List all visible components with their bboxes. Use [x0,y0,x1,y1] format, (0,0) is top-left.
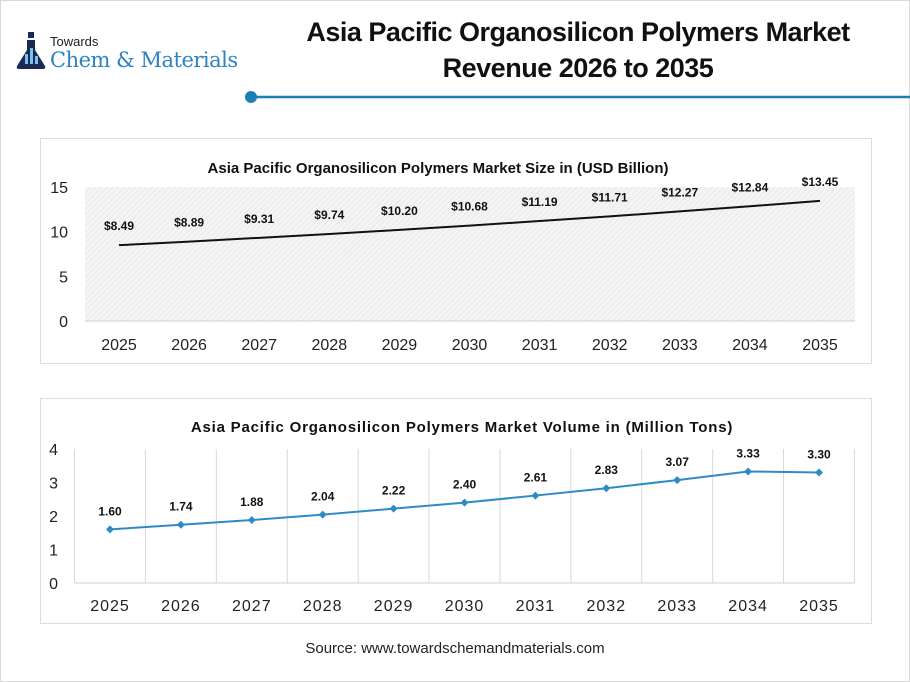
chart1-y-tick-label: 15 [50,180,68,197]
chart2-y-tick-label: 4 [49,442,58,459]
chart1-x-tick-label: 2032 [592,337,628,354]
chart1-y-tick-label: 10 [50,225,68,242]
flask-icon [16,32,46,69]
chart1-data-label: $11.19 [522,195,558,209]
chart1-data-label: $10.68 [451,200,488,214]
chart1-x-tick-label: 2027 [241,337,277,354]
chart2-x-tick-label: 2028 [303,598,343,615]
chart1-data-label: $11.71 [592,190,628,204]
chart2-data-point [531,491,540,500]
chart2-data-label: 2.61 [524,471,548,485]
chart2-x-tick-label: 2025 [90,598,130,615]
chart1-y-tick-label: 5 [59,269,68,286]
chart1-x-tick-label: 2025 [101,337,137,354]
chart1-x-tick-label: 2035 [802,337,838,354]
chart2-data-point [602,484,611,493]
source-text: Source: www.towardschemandmaterials.com [305,640,605,657]
chart1-data-label: $9.74 [314,208,344,222]
chart1-x-tick-label: 2030 [452,337,488,354]
chart2-y-tick-label: 0 [49,576,58,593]
chart2-data-label: 2.04 [311,490,335,504]
chart-card-market-volume [40,398,872,624]
chart1-title: Asia Pacific Organosilicon Polymers Mark… [208,160,669,177]
page-title: Asia Pacific Organosilicon Polymers Mark… [260,14,896,86]
chart1-x-tick-label: 2028 [312,337,348,354]
chart2-x-tick-label: 2034 [728,598,768,615]
chart2-data-point [815,468,823,477]
chart2-data-point [318,510,327,519]
chart1-data-label: $12.84 [732,180,769,194]
chart2-data-point [744,467,753,476]
chart1-data-label: $10.20 [381,204,418,218]
chart2-data-point [247,516,256,525]
chart2-x-tick-label: 2029 [374,598,414,615]
chart2-data-label: 1.88 [240,495,264,509]
chart1-x-tick-label: 2034 [732,337,768,354]
chart1-y-tick-label: 0 [59,314,68,331]
chart1-x-tick-label: 2026 [171,337,207,354]
chart2-y-tick-label: 1 [49,543,58,560]
chart1-data-label: $12.27 [661,185,698,199]
chart2-data-point [176,520,185,529]
chart1-data-label: $9.31 [244,212,274,226]
chart2-x-tick-label: 2026 [161,598,201,615]
chart2-data-label: 2.22 [382,484,406,498]
logo-text-brand: Chem & Materials [50,48,238,72]
chart2-y-tick-label: 2 [49,509,58,526]
chart1-x-tick-label: 2033 [662,337,698,354]
chart1-data-label: $8.49 [104,219,134,233]
chart2-data-label: 3.30 [807,447,831,461]
chart2-data-point [460,498,469,507]
chart2-x-tick-label: 2032 [587,598,627,615]
chart2-x-tick-label: 2031 [516,598,556,615]
chart2-y-tick-label: 3 [49,476,58,493]
chart2-data-label: 2.40 [453,478,477,492]
chart1-plot-area [85,187,855,321]
chart2-data-label: 1.60 [98,504,122,518]
chart2-data-point [673,476,682,485]
chart2-data-label: 3.07 [666,455,690,469]
chart2-x-tick-label: 2027 [232,598,272,615]
chart2-data-point [389,504,398,513]
chart2-x-tick-label: 2033 [657,598,697,615]
chart1-series-line [118,199,821,247]
chart2-data-label: 2.83 [595,463,619,477]
chart2-data-point [106,525,114,534]
chart1-data-label: $8.89 [174,216,204,230]
chart1-data-label: $13.45 [802,175,839,189]
chart2-x-tick-label: 2035 [799,598,839,615]
chart1-x-tick-label: 2029 [382,337,418,354]
page-title-line2: Revenue 2026 to 2035 [442,53,714,83]
logo-text-towards: Towards [50,34,99,49]
chart2-data-label: 1.74 [169,500,193,514]
chart2-x-tick-label: 2030 [445,598,485,615]
chart2-title: Asia Pacific Organosilicon Polymers Mark… [191,419,733,436]
chart2-data-label: 3.33 [736,446,760,460]
chart1-x-tick-label: 2031 [522,337,558,354]
page-title-line1: Asia Pacific Organosilicon Polymers Mark… [306,17,850,47]
